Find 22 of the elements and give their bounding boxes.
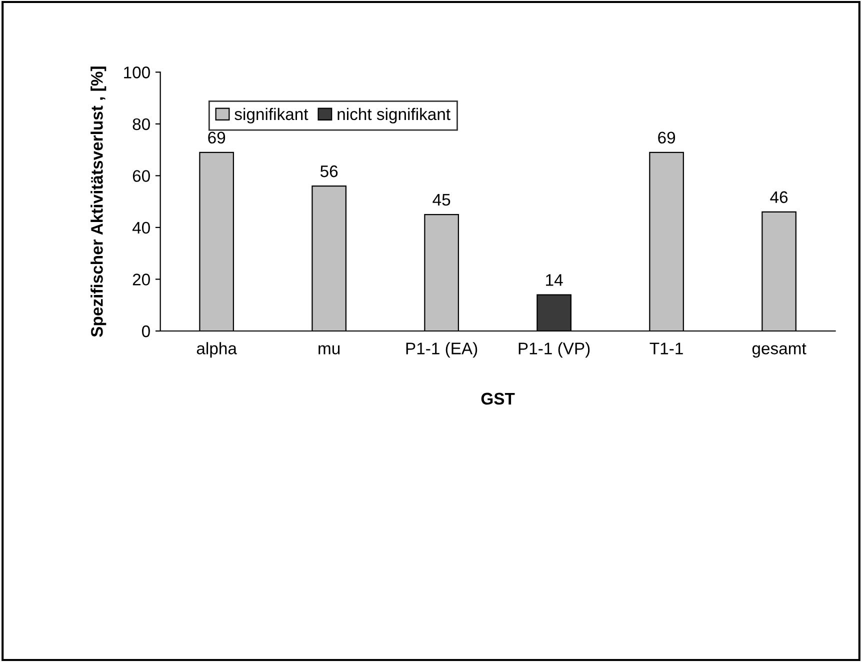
y-tick-label: 0 bbox=[142, 325, 150, 338]
data-label: 46 bbox=[770, 191, 788, 204]
y-tick-label: 80 bbox=[132, 118, 150, 130]
y-axis-title: Spezifischer Aktivitätsverlust , [%] bbox=[90, 66, 106, 337]
data-label: 45 bbox=[432, 194, 450, 206]
y-tick-label: 60 bbox=[132, 170, 150, 182]
x-tick-label: P1-1 (VP) bbox=[518, 342, 590, 358]
x-axis-title: GST bbox=[481, 392, 515, 405]
legend-label: signifikant bbox=[234, 108, 308, 124]
data-label: 14 bbox=[546, 274, 563, 286]
data-label: 69 bbox=[208, 132, 226, 144]
y-tick-label: 40 bbox=[132, 222, 150, 234]
x-tick-label: T1-1 bbox=[650, 342, 683, 354]
x-tick-label: P1-1 (EA) bbox=[406, 342, 478, 358]
x-tick-label: gesamt bbox=[752, 343, 806, 358]
legend-label: nicht signifikant bbox=[338, 108, 450, 124]
y-tick-label: 100 bbox=[124, 66, 150, 78]
x-tick-label: mu bbox=[318, 345, 340, 354]
data-label: 69 bbox=[658, 132, 676, 144]
x-tick-label: alpha bbox=[196, 342, 237, 358]
y-tick-label: 20 bbox=[132, 274, 150, 286]
data-label: 56 bbox=[320, 165, 338, 178]
